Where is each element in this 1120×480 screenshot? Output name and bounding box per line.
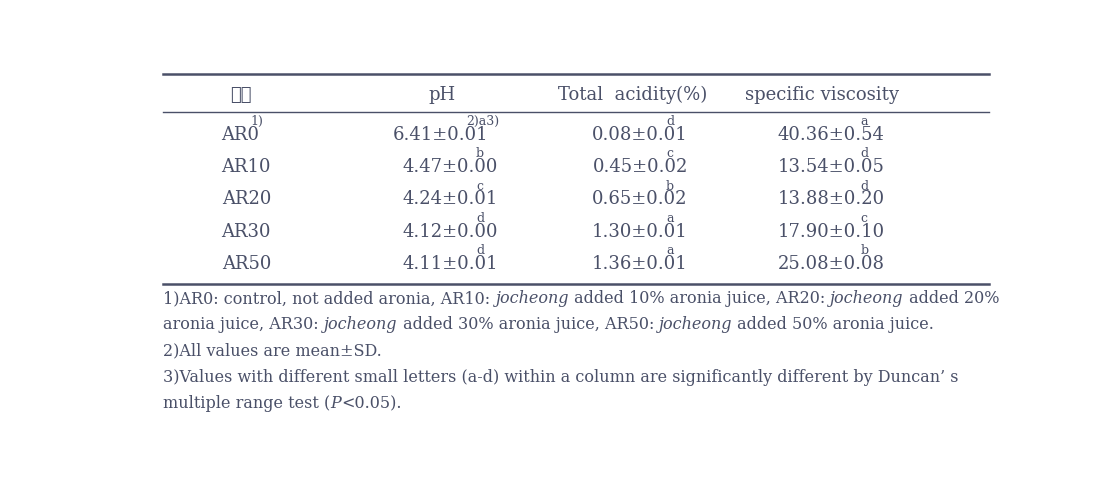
Text: d: d xyxy=(860,179,868,192)
Text: added 20%: added 20% xyxy=(904,289,999,307)
Text: 1)AR0: control, not added aronia, AR10:: 1)AR0: control, not added aronia, AR10: xyxy=(164,289,495,307)
Text: AR0: AR0 xyxy=(221,125,259,144)
Text: d: d xyxy=(476,211,484,225)
Text: 4.11±0.01: 4.11±0.01 xyxy=(402,254,497,273)
Text: 2)All values are mean±SD.: 2)All values are mean±SD. xyxy=(164,342,382,359)
Text: added 30% aronia juice, AR50:: added 30% aronia juice, AR50: xyxy=(398,316,659,333)
Text: 4.12±0.00: 4.12±0.00 xyxy=(402,222,497,240)
Text: <0.05).: <0.05). xyxy=(342,394,402,411)
Text: 1.30±0.01: 1.30±0.01 xyxy=(592,222,688,240)
Text: a: a xyxy=(860,115,868,128)
Text: AR30: AR30 xyxy=(222,222,271,240)
Text: d: d xyxy=(860,147,868,160)
Text: jocheong: jocheong xyxy=(324,316,398,333)
Text: 3)Values with different small letters (a-d) within a column are significantly di: 3)Values with different small letters (a… xyxy=(164,368,959,385)
Text: 4.47±0.00: 4.47±0.00 xyxy=(402,158,497,176)
Text: 0.65±0.02: 0.65±0.02 xyxy=(592,190,688,208)
Text: added 50% aronia juice.: added 50% aronia juice. xyxy=(732,316,934,333)
Text: jocheong: jocheong xyxy=(659,316,732,333)
Text: multiple range test (: multiple range test ( xyxy=(164,394,330,411)
Text: a: a xyxy=(666,244,674,257)
Text: b: b xyxy=(476,147,484,160)
Text: 6.41±0.01: 6.41±0.01 xyxy=(392,125,488,144)
Text: 1): 1) xyxy=(251,115,263,128)
Text: jocheong: jocheong xyxy=(830,289,904,307)
Text: 1.36±0.01: 1.36±0.01 xyxy=(592,254,688,273)
Text: AR50: AR50 xyxy=(222,254,271,273)
Text: d: d xyxy=(476,244,484,257)
Text: specific viscosity: specific viscosity xyxy=(745,85,899,104)
Text: 4.24±0.01: 4.24±0.01 xyxy=(402,190,498,208)
Text: 17.90±0.10: 17.90±0.10 xyxy=(777,222,885,240)
Text: aronia juice, AR30:: aronia juice, AR30: xyxy=(164,316,324,333)
Text: added 10% aronia juice, AR20:: added 10% aronia juice, AR20: xyxy=(569,289,830,307)
Text: 25.08±0.08: 25.08±0.08 xyxy=(777,254,885,273)
Text: 0.08±0.01: 0.08±0.01 xyxy=(591,125,688,144)
Text: b: b xyxy=(860,244,868,257)
Text: pH: pH xyxy=(429,85,456,104)
Text: P: P xyxy=(330,394,342,411)
Text: c: c xyxy=(861,211,868,225)
Text: a: a xyxy=(666,211,674,225)
Text: b: b xyxy=(666,179,674,192)
Text: 13.88±0.20: 13.88±0.20 xyxy=(777,190,885,208)
Text: 시료: 시료 xyxy=(230,85,252,104)
Text: d: d xyxy=(666,115,674,128)
Text: c: c xyxy=(666,147,673,160)
Text: c: c xyxy=(476,179,484,192)
Text: 2)a3): 2)a3) xyxy=(466,115,500,128)
Text: 40.36±0.54: 40.36±0.54 xyxy=(777,125,885,144)
Text: jocheong: jocheong xyxy=(495,289,569,307)
Text: AR10: AR10 xyxy=(222,158,271,176)
Text: 0.45±0.02: 0.45±0.02 xyxy=(592,158,688,176)
Text: 13.54±0.05: 13.54±0.05 xyxy=(777,158,885,176)
Text: Total  acidity(%): Total acidity(%) xyxy=(558,85,707,104)
Text: AR20: AR20 xyxy=(222,190,271,208)
